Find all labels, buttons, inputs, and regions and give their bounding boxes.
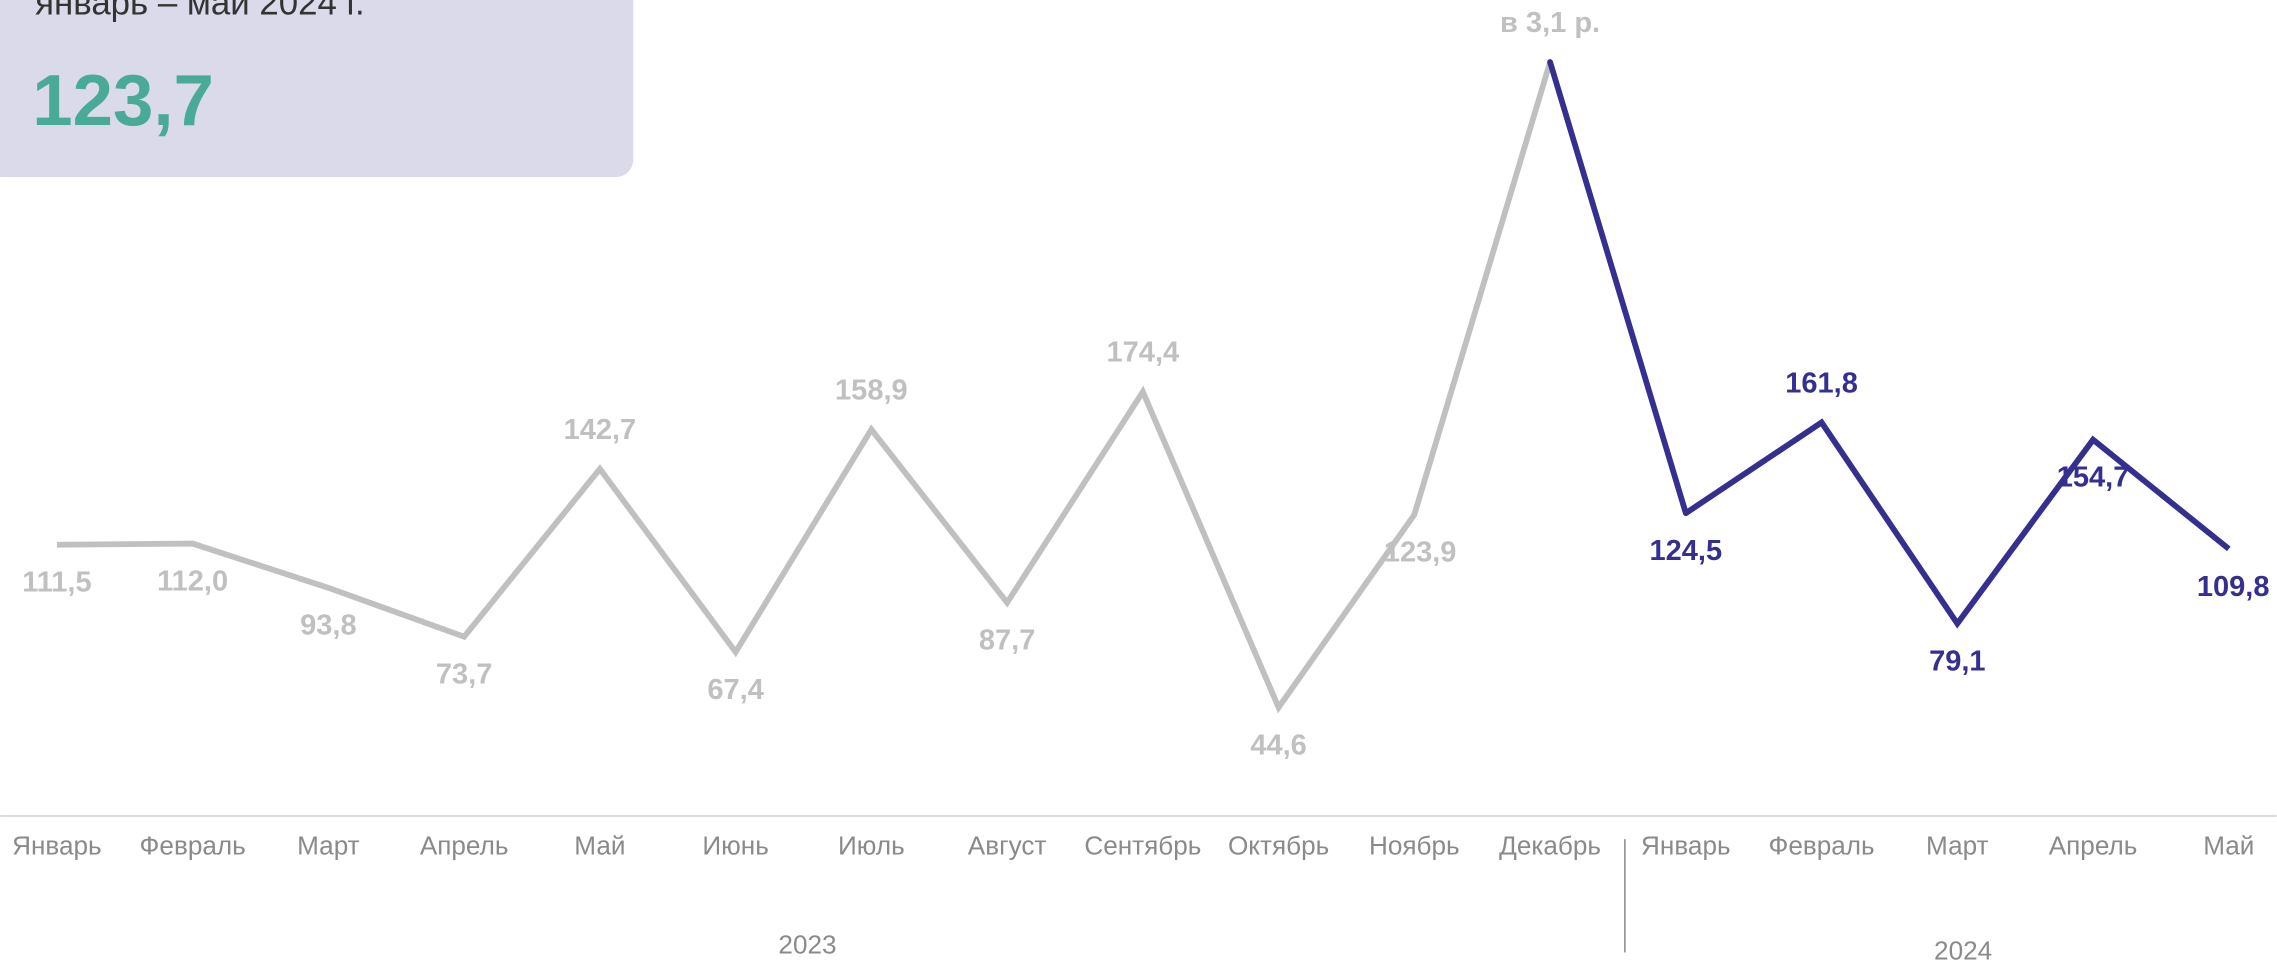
x-tick-label: Июль [838,831,905,861]
x-tick-label: Ноябрь [1369,831,1460,861]
x-tick-label: Январь [12,831,102,861]
x-tick-label: Февраль [1768,831,1874,861]
x-tick-label: Июнь [702,831,768,861]
data-label: 73,7 [436,659,492,691]
data-label: 44,6 [1250,729,1306,761]
x-tick-label: Август [968,831,1047,861]
panel-subtitle: январь – май 2024 г. [35,0,365,23]
x-tick-label: Январь [1641,831,1731,861]
x-tick-label: Май [2203,831,2254,861]
line-series [1684,418,2231,629]
data-label: 67,4 [707,674,763,706]
panel-value: 123,7 [32,60,214,141]
line-series [56,61,1553,714]
data-label: 93,8 [300,610,356,642]
connector-segment [1547,59,1689,517]
x-tick-label: Февраль [140,831,246,861]
data-label: 123,9 [1384,536,1457,568]
x-tick-label: Май [574,831,625,861]
data-label: в 3,1 р. [1500,7,1600,39]
x-tick-label: Апрель [420,831,509,861]
x-tick-label: Сентябрь [1084,831,1201,861]
data-label: 112,0 [157,565,228,597]
summary-panel [0,0,634,178]
x-tick-label: Март [1926,831,1989,861]
x-tick-label: Декабрь [1499,831,1601,861]
data-label: 161,8 [1785,367,1858,399]
data-label: 174,4 [1107,337,1180,369]
x-tick-label: Октябрь [1228,831,1329,861]
x-tick-label: Март [297,831,360,861]
data-label: 79,1 [1929,645,1985,677]
data-label: 154,7 [2057,462,2130,494]
data-label: 111,5 [22,567,91,599]
data-label: 124,5 [1650,535,1723,567]
x-tick-label: Апрель [2049,831,2138,861]
year-label: 2023 [778,929,836,959]
year-label: 2024 [1934,935,1992,964]
data-label: 109,8 [2197,571,2270,603]
data-label: 87,7 [979,625,1035,657]
data-label: 142,7 [564,414,637,446]
data-label: 158,9 [835,374,908,406]
